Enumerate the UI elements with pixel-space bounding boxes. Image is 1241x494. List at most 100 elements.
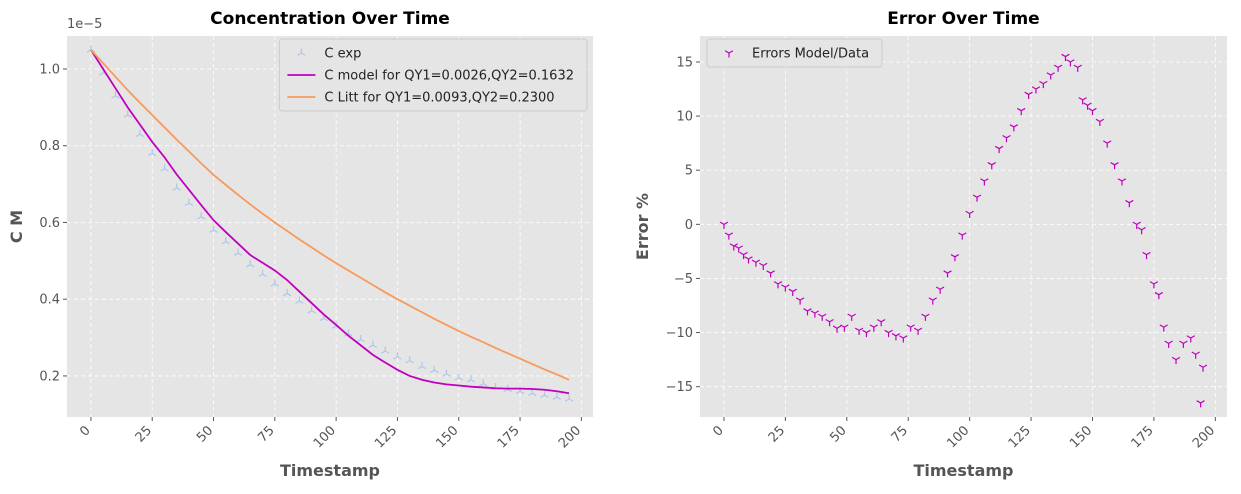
y-axis-label: Error % [633, 193, 652, 260]
x-axis-label: Timestamp [280, 461, 380, 480]
marker [1132, 221, 1141, 229]
x-tick-label: 50 [827, 423, 849, 445]
x-tick-label: 125 [1006, 423, 1034, 451]
marker [958, 232, 967, 240]
marker [442, 369, 451, 377]
marker [479, 379, 488, 387]
y-tick-label: 5 [685, 164, 693, 179]
marker [564, 394, 574, 402]
legend-label: C model for QY1=0.0026,QY2=0.1632 [324, 69, 574, 84]
marker [965, 210, 974, 219]
x-tick-label: 25 [766, 423, 788, 445]
marker [356, 334, 365, 343]
marker [781, 284, 790, 292]
x-tick-label: 75 [889, 423, 911, 445]
marker [540, 390, 549, 398]
marker [1125, 199, 1134, 208]
marker [972, 194, 982, 202]
marker [295, 296, 304, 304]
marker [1095, 118, 1105, 127]
marker [1039, 80, 1048, 89]
marker [854, 327, 864, 335]
marker [160, 164, 169, 172]
marker [417, 361, 427, 370]
marker [1066, 59, 1075, 67]
x-tick-label: 25 [133, 423, 155, 445]
marker [307, 306, 316, 314]
marker [246, 260, 255, 268]
marker [724, 232, 734, 240]
marker [795, 297, 805, 305]
x-tick-label: 0 [77, 423, 93, 439]
marker [832, 325, 842, 333]
marker [221, 237, 230, 245]
marker [862, 329, 871, 338]
marker [719, 221, 729, 229]
marker [1024, 91, 1033, 99]
marker [1103, 140, 1112, 148]
marker [1186, 335, 1195, 343]
marker [1073, 64, 1082, 72]
marker [1017, 107, 1026, 116]
y-tick-label: 10 [676, 110, 693, 125]
marker [1046, 72, 1055, 80]
x-tick-label: 200 [556, 423, 584, 451]
marker [739, 251, 748, 260]
marker [1083, 102, 1092, 110]
marker [906, 324, 915, 332]
y-tick-label: 0.2 [39, 369, 60, 384]
legend-marker [724, 50, 734, 58]
marker [1196, 400, 1205, 408]
marker [1061, 53, 1070, 62]
x-tick-label: 175 [1129, 423, 1157, 451]
marker [759, 262, 768, 270]
x-tick-label: 150 [433, 423, 461, 451]
marker [233, 248, 243, 256]
marker [1078, 97, 1087, 105]
legend-box [706, 38, 883, 68]
marker [197, 212, 206, 220]
marker [751, 259, 761, 267]
x-tick-label: 0 [710, 423, 726, 439]
marker [788, 288, 797, 296]
marker [393, 352, 402, 360]
y-tick-label: 15 [676, 55, 693, 70]
marker [884, 329, 893, 338]
marker [928, 297, 938, 305]
x-tick-label: 200 [1190, 423, 1218, 451]
x-tick-label: 175 [495, 423, 523, 451]
marker [734, 245, 743, 253]
line [90, 49, 570, 381]
marker [148, 148, 157, 157]
y-tick-label: 0.4 [39, 293, 60, 308]
marker [1149, 281, 1159, 289]
marker [258, 269, 267, 278]
marker [1154, 291, 1164, 300]
marker [950, 254, 960, 262]
marker [876, 318, 886, 327]
marker [840, 324, 849, 332]
x-axis-label: Timestamp [913, 461, 1013, 480]
plot-area [700, 36, 1227, 417]
marker [825, 318, 834, 327]
marker [184, 198, 194, 207]
line [90, 49, 570, 395]
marker [1031, 86, 1041, 94]
marker [869, 324, 879, 332]
marker [1179, 340, 1188, 348]
marker [1053, 64, 1063, 72]
y-tick-label: −10 [666, 326, 693, 341]
marker [172, 183, 181, 191]
marker [368, 340, 378, 349]
marker [744, 256, 753, 264]
marker [847, 313, 856, 321]
marker [773, 281, 783, 289]
marker [891, 333, 901, 341]
marker [209, 225, 218, 233]
marker [766, 270, 775, 278]
x-tick-label: 150 [1067, 423, 1095, 451]
legend-box [278, 38, 588, 112]
legend-marker [297, 48, 306, 56]
marker [454, 373, 463, 381]
y-axis-label: C M [7, 210, 26, 243]
